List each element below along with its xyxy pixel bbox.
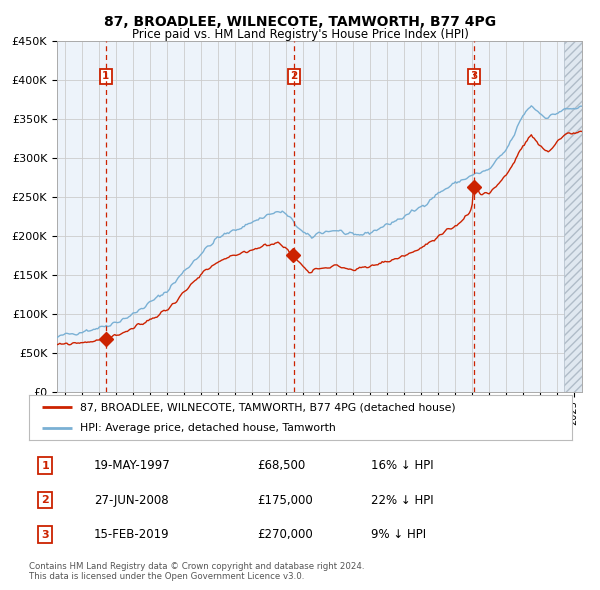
Text: HPI: Average price, detached house, Tamworth: HPI: Average price, detached house, Tamw… bbox=[80, 422, 336, 432]
Text: 87, BROADLEE, WILNECOTE, TAMWORTH, B77 4PG: 87, BROADLEE, WILNECOTE, TAMWORTH, B77 4… bbox=[104, 15, 496, 30]
Bar bbox=[564, 41, 582, 392]
Text: Contains HM Land Registry data © Crown copyright and database right 2024.
This d: Contains HM Land Registry data © Crown c… bbox=[29, 562, 364, 581]
Text: 19-MAY-1997: 19-MAY-1997 bbox=[94, 459, 171, 472]
Text: 22% ↓ HPI: 22% ↓ HPI bbox=[371, 493, 434, 507]
Text: Price paid vs. HM Land Registry's House Price Index (HPI): Price paid vs. HM Land Registry's House … bbox=[131, 28, 469, 41]
Text: £68,500: £68,500 bbox=[257, 459, 305, 472]
Text: 27-JUN-2008: 27-JUN-2008 bbox=[94, 493, 169, 507]
Text: 16% ↓ HPI: 16% ↓ HPI bbox=[371, 459, 434, 472]
Text: 2: 2 bbox=[41, 495, 49, 505]
Text: £270,000: £270,000 bbox=[257, 528, 313, 541]
Text: 15-FEB-2019: 15-FEB-2019 bbox=[94, 528, 170, 541]
Text: 3: 3 bbox=[41, 530, 49, 539]
Text: 2: 2 bbox=[290, 71, 298, 81]
Text: 87, BROADLEE, WILNECOTE, TAMWORTH, B77 4PG (detached house): 87, BROADLEE, WILNECOTE, TAMWORTH, B77 4… bbox=[80, 402, 456, 412]
Text: 1: 1 bbox=[41, 461, 49, 470]
Text: 3: 3 bbox=[470, 71, 478, 81]
Text: £175,000: £175,000 bbox=[257, 493, 313, 507]
Text: 1: 1 bbox=[102, 71, 109, 81]
Text: 9% ↓ HPI: 9% ↓ HPI bbox=[371, 528, 426, 541]
